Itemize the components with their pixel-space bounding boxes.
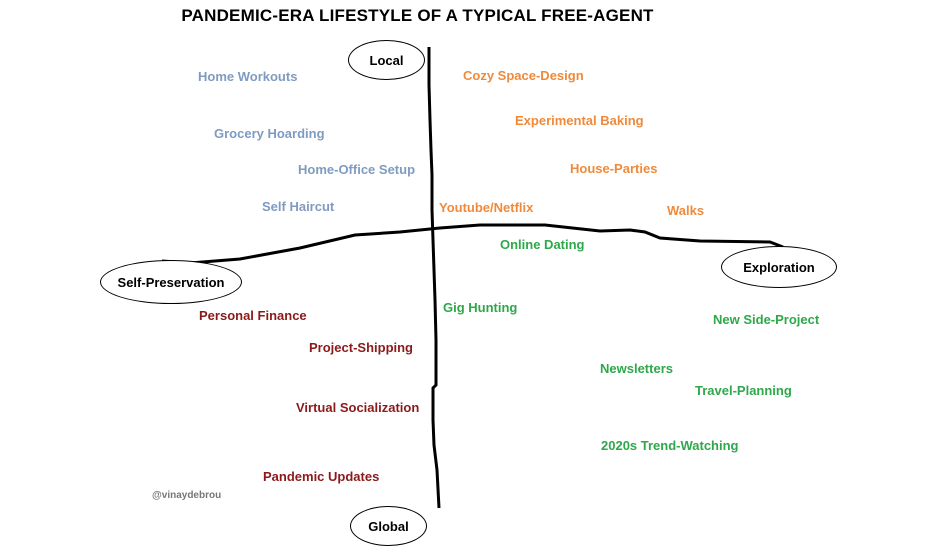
item-house-parties: House-Parties bbox=[570, 161, 658, 176]
item-project-shipping: Project-Shipping bbox=[309, 340, 413, 355]
item-walks: Walks bbox=[667, 203, 705, 218]
item-cozy-space-design: Cozy Space-Design bbox=[463, 68, 584, 83]
item-virtual-socialization: Virtual Socialization bbox=[296, 400, 420, 415]
item-youtube-netflix: Youtube/Netflix bbox=[439, 200, 534, 215]
item-newsletters: Newsletters bbox=[600, 361, 673, 376]
item-travel-planning: Travel-Planning bbox=[695, 383, 792, 398]
item-personal-finance: Personal Finance bbox=[199, 308, 307, 323]
item-home-office-setup: Home-Office Setup bbox=[298, 162, 416, 177]
axis-node-local: Local bbox=[348, 40, 425, 80]
item-grocery-hoarding: Grocery Hoarding bbox=[214, 126, 325, 141]
chart-title: PANDEMIC-ERA LIFESTYLE OF A TYPICAL FREE… bbox=[181, 6, 654, 25]
item-pandemic-updates: Pandemic Updates bbox=[263, 469, 380, 484]
axis-node-global: Global bbox=[350, 506, 427, 546]
vertical-axis-line bbox=[427, 47, 441, 509]
item-home-workouts: Home Workouts bbox=[198, 69, 298, 84]
item-self-haircut: Self Haircut bbox=[262, 199, 335, 214]
item-trend-watching: 2020s Trend-Watching bbox=[601, 438, 739, 453]
item-experimental-baking: Experimental Baking bbox=[515, 113, 644, 128]
axis-node-exploration: Exploration bbox=[721, 246, 837, 288]
item-gig-hunting: Gig Hunting bbox=[443, 300, 518, 315]
item-online-dating: Online Dating bbox=[500, 237, 585, 252]
author-handle: @vinaydebrou bbox=[152, 490, 222, 501]
horizontal-axis-line bbox=[161, 223, 784, 265]
axis-node-self-preservation: Self-Preservation bbox=[100, 260, 242, 304]
item-new-side-project: New Side-Project bbox=[713, 312, 820, 327]
